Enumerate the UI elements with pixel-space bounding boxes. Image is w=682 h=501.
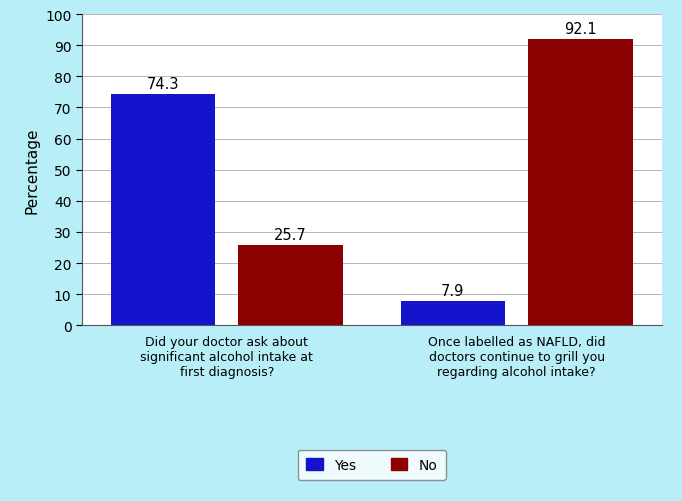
Text: 25.7: 25.7 <box>274 228 307 242</box>
Bar <box>528 40 632 326</box>
Bar <box>238 246 342 326</box>
Bar <box>400 301 505 326</box>
Text: 7.9: 7.9 <box>441 283 464 298</box>
Text: 92.1: 92.1 <box>564 22 597 37</box>
Text: 74.3: 74.3 <box>147 77 179 92</box>
Legend: Yes, No: Yes, No <box>298 449 445 480</box>
Y-axis label: Percentage: Percentage <box>25 127 40 213</box>
Bar <box>111 95 216 326</box>
